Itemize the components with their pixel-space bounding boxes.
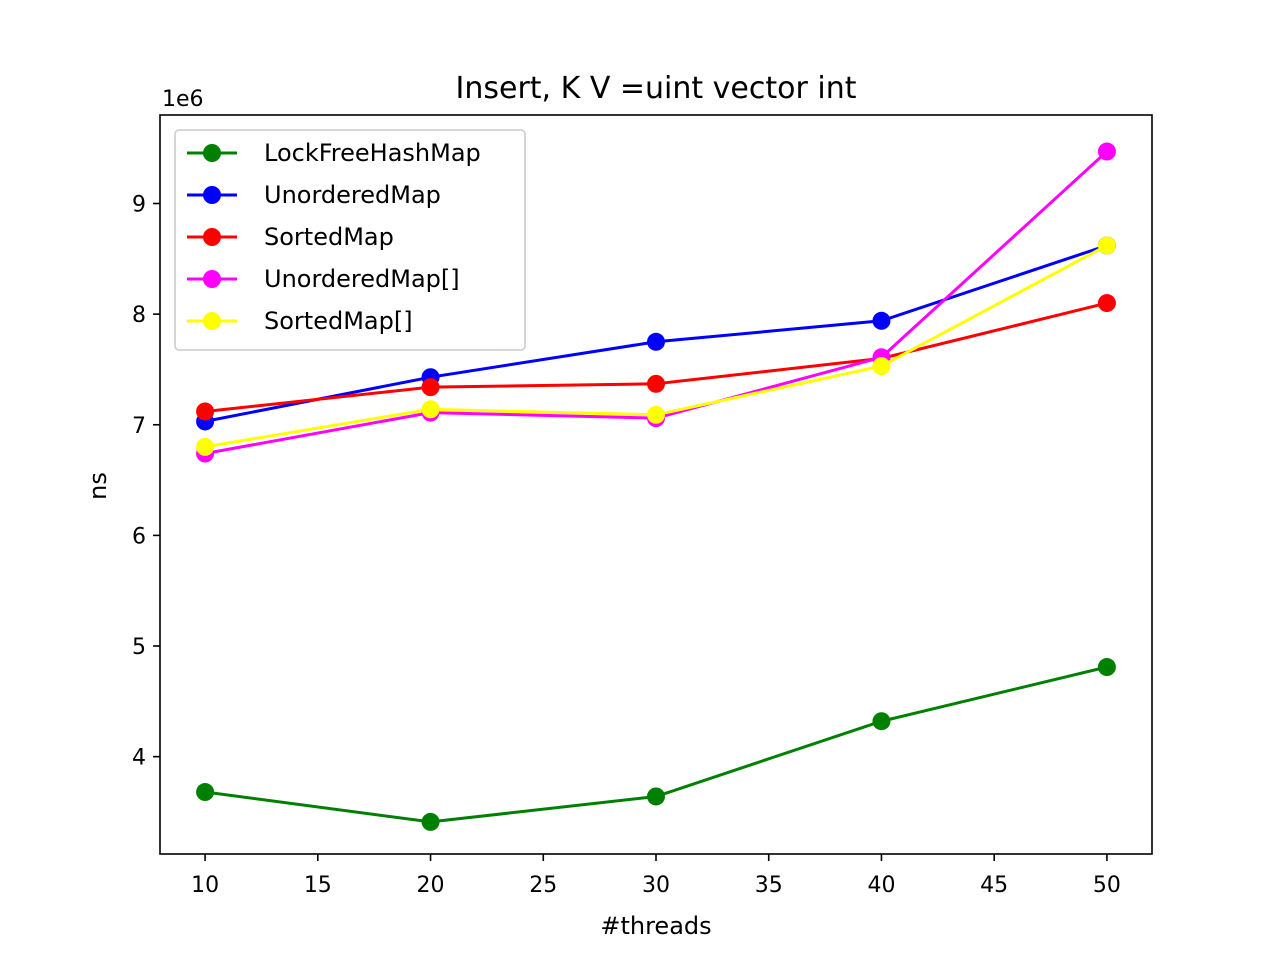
legend-label: UnorderedMap	[264, 181, 441, 209]
legend-item: SortedMap[]	[187, 307, 413, 335]
x-tick-label: 50	[1093, 873, 1121, 898]
legend-label: SortedMap[]	[264, 307, 413, 335]
data-point	[421, 400, 440, 419]
data-point	[1097, 294, 1116, 313]
y-axis: 4 5 6 7 8 9	[132, 193, 160, 771]
data-point	[421, 812, 440, 831]
x-axis: 10 15 20 25 30 35 40 45 50	[191, 854, 1121, 898]
series-layer	[196, 142, 1116, 831]
legend: LockFreeHashMap UnorderedMap SortedMap Unor…	[174, 129, 526, 351]
legend-swatch-marker	[203, 186, 221, 204]
y-tick-label: 8	[132, 303, 146, 328]
y-tick-label: 7	[132, 414, 146, 439]
data-point	[421, 378, 440, 397]
legend-swatch-marker	[203, 144, 221, 162]
chart-title: Insert, K V =uint vector int	[456, 71, 857, 106]
legend-box	[174, 129, 526, 351]
y-tick-label: 9	[132, 193, 146, 218]
x-axis-label: #threads	[600, 912, 711, 940]
series-sortedmap	[196, 294, 1116, 421]
y-tick-label: 5	[132, 635, 146, 660]
data-point	[196, 437, 215, 456]
data-point	[647, 405, 665, 424]
legend-swatch-marker	[203, 228, 221, 246]
legend-label: UnorderedMap[]	[264, 265, 460, 293]
x-tick-label: 10	[191, 873, 219, 898]
series-sortedmap-array	[196, 236, 1116, 456]
legend-swatch-marker	[203, 312, 221, 330]
legend-label: SortedMap	[264, 223, 394, 251]
data-point	[196, 783, 215, 802]
y-tick-label: 4	[132, 746, 146, 771]
y-axis-label: ns	[84, 472, 112, 500]
x-tick-label: 35	[755, 873, 783, 898]
data-point	[872, 357, 891, 376]
data-point	[1097, 658, 1116, 677]
legend-item: UnorderedMap[]	[187, 265, 460, 293]
y-offset-label: 1e6	[162, 87, 204, 112]
x-tick-label: 30	[642, 873, 670, 898]
data-point	[647, 787, 665, 806]
data-point	[1097, 142, 1116, 161]
x-tick-label: 40	[867, 873, 895, 898]
x-tick-label: 15	[304, 873, 332, 898]
x-tick-label: 25	[529, 873, 557, 898]
x-tick-label: 20	[417, 873, 445, 898]
data-point	[196, 402, 215, 421]
legend-item: UnorderedMap	[187, 181, 441, 209]
data-point	[872, 311, 891, 330]
x-tick-label: 45	[980, 873, 1008, 898]
data-point	[647, 332, 665, 351]
data-point	[647, 374, 665, 393]
legend-label: LockFreeHashMap	[264, 139, 481, 167]
series-lockfreehashmap	[196, 658, 1116, 831]
data-point	[872, 712, 891, 731]
legend-item: LockFreeHashMap	[187, 139, 481, 167]
data-point	[1097, 236, 1116, 255]
legend-swatch-marker	[203, 270, 221, 288]
legend-item: SortedMap	[187, 223, 394, 251]
y-tick-label: 6	[132, 524, 146, 549]
